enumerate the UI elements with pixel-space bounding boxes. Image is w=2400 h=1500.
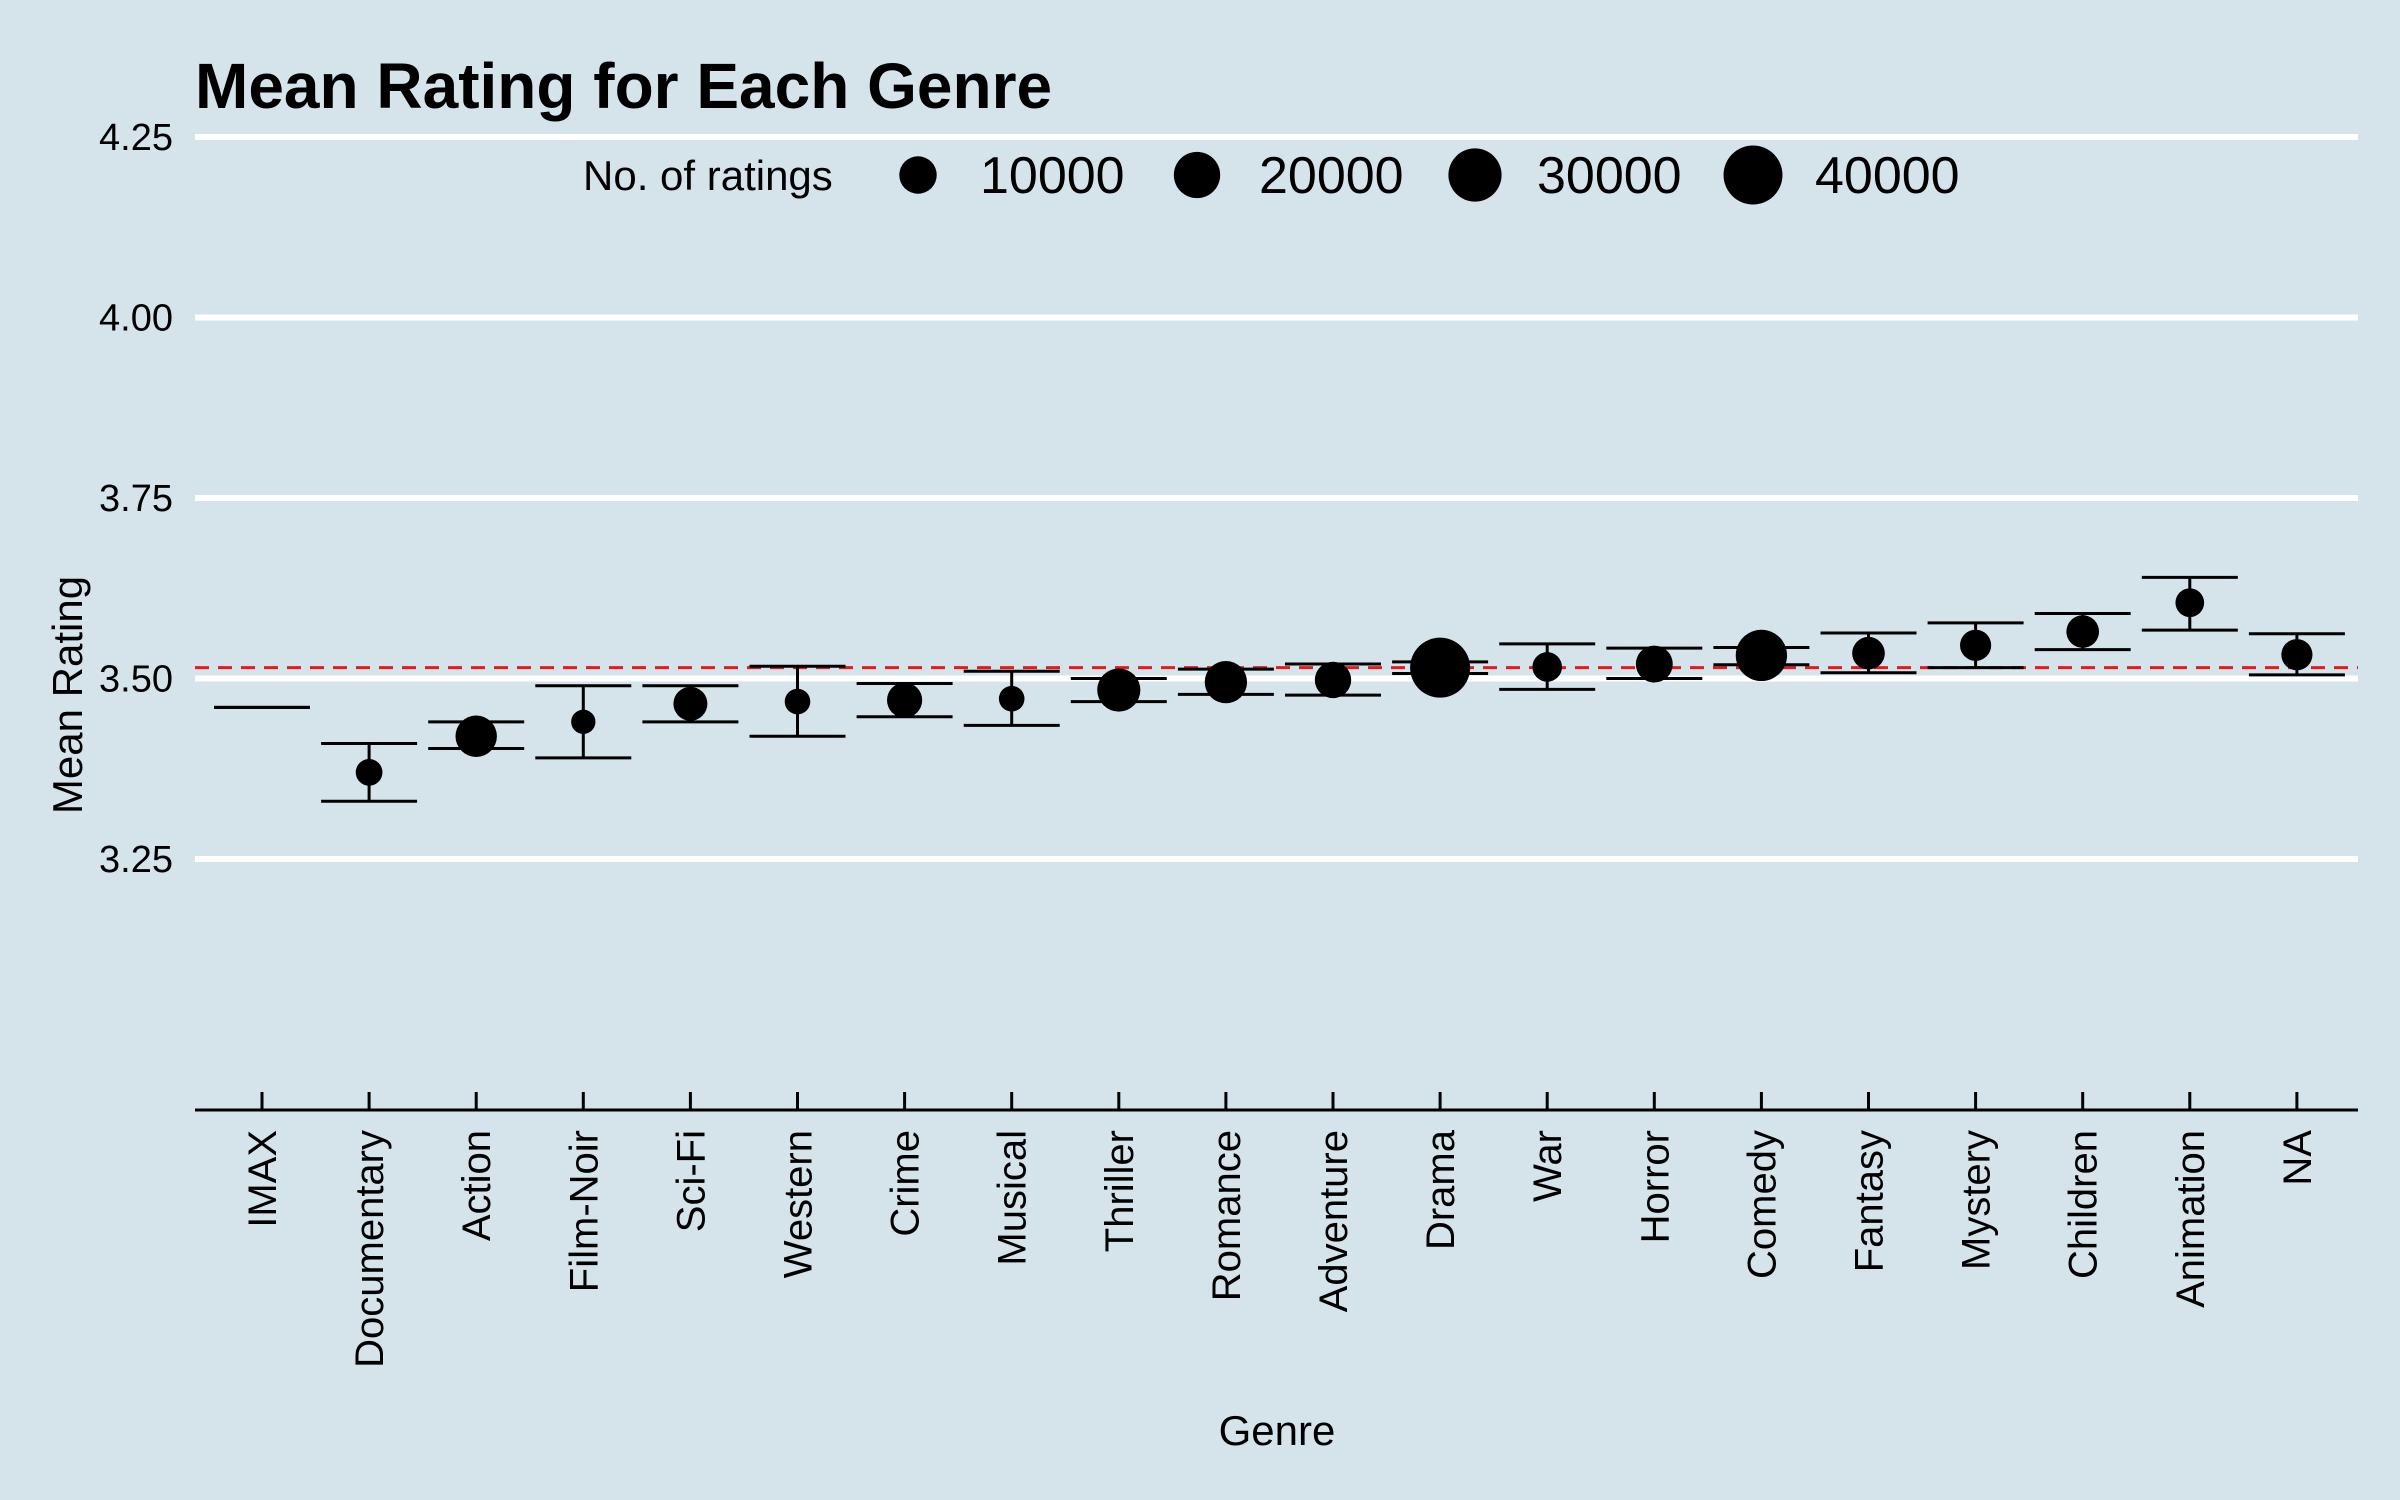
data-point-group bbox=[1820, 631, 1917, 675]
data-point-group bbox=[1070, 668, 1167, 712]
data-point-group bbox=[963, 669, 1060, 727]
y-tick-label: 3.50 bbox=[99, 659, 173, 701]
data-point bbox=[1532, 652, 1562, 682]
x-axis: IMAX Documentary Action Film-Noir Sci-Fi West… bbox=[195, 1092, 2358, 1368]
legend-entry-label: 40000 bbox=[1815, 147, 1960, 205]
data-point bbox=[571, 709, 596, 734]
y-axis-label: Mean Rating bbox=[44, 576, 91, 814]
x-tick-label: Action bbox=[455, 1130, 499, 1241]
x-tick-label: NA bbox=[2276, 1130, 2320, 1186]
data-point bbox=[1735, 629, 1788, 682]
data-point bbox=[1097, 668, 1141, 712]
x-tick-label: Adventure bbox=[1312, 1130, 1356, 1312]
y-tick-label: 4.00 bbox=[99, 298, 173, 340]
data-point-group bbox=[428, 715, 525, 757]
data-point-group bbox=[749, 664, 846, 738]
data-point-group bbox=[1606, 645, 1703, 683]
data-point-group bbox=[2141, 575, 2238, 632]
data-point bbox=[2281, 639, 2313, 671]
x-tick-label: Film-Noir bbox=[562, 1130, 606, 1292]
data-point bbox=[673, 686, 708, 721]
y-axis-ticks: 3.25 3.50 3.75 4.00 4.25 bbox=[99, 117, 173, 881]
data-point-group bbox=[642, 684, 739, 724]
data-point-group bbox=[1713, 629, 1810, 682]
data-point bbox=[1410, 637, 1471, 698]
x-tick-label: Crime bbox=[884, 1130, 928, 1237]
data-point bbox=[998, 685, 1025, 712]
x-tick-label: Fantasy bbox=[1848, 1130, 1892, 1272]
legend-key bbox=[899, 156, 937, 194]
data-point-group bbox=[1285, 661, 1381, 699]
data-point-group bbox=[535, 684, 632, 760]
gridlines bbox=[195, 134, 2358, 862]
data-point bbox=[1635, 645, 1673, 683]
chart-title: Mean Rating for Each Genre bbox=[195, 50, 1052, 122]
data-marks bbox=[214, 575, 2345, 803]
data-point-group bbox=[1927, 621, 2024, 670]
data-point bbox=[455, 715, 497, 757]
x-tick-label: Sci-Fi bbox=[669, 1130, 713, 1232]
data-point bbox=[2175, 588, 2205, 618]
x-tick-label: IMAX bbox=[241, 1130, 285, 1228]
x-axis-label: Genre bbox=[1219, 1407, 1336, 1454]
x-tick-label: Thriller bbox=[1098, 1130, 1142, 1252]
data-point-group bbox=[2248, 632, 2345, 677]
data-point-group bbox=[1177, 660, 1274, 704]
legend-key bbox=[1173, 151, 1221, 199]
data-point bbox=[1852, 636, 1885, 670]
data-point bbox=[1204, 660, 1248, 704]
x-tick-label: Horror bbox=[1633, 1130, 1677, 1243]
x-tick-label: Romance bbox=[1205, 1130, 1249, 1301]
x-tick-label: War bbox=[1526, 1130, 1570, 1202]
data-point-group bbox=[2034, 612, 2131, 652]
legend-key bbox=[1723, 145, 1783, 205]
x-tick-label: Comedy bbox=[1740, 1130, 1784, 1279]
data-point-group bbox=[1392, 637, 1489, 698]
data-point-group bbox=[856, 682, 953, 719]
y-tick-label: 3.25 bbox=[99, 839, 173, 881]
data-point bbox=[1314, 661, 1352, 699]
legend-entry-label: 20000 bbox=[1259, 147, 1404, 205]
y-tick-label: 4.25 bbox=[99, 117, 173, 159]
data-point-group bbox=[321, 741, 418, 803]
y-tick-label: 3.75 bbox=[99, 478, 173, 520]
x-tick-label: Children bbox=[2062, 1130, 2106, 1279]
data-point bbox=[1960, 629, 1992, 661]
x-tick-label: Documentary bbox=[348, 1130, 392, 1368]
data-point bbox=[886, 682, 923, 718]
data-point bbox=[784, 688, 811, 715]
legend-key bbox=[1448, 148, 1502, 202]
legend: No. of ratings 10000 20000 30000 40000 bbox=[583, 145, 1960, 205]
data-point-group bbox=[1499, 642, 1596, 691]
x-tick-label: Animation bbox=[2169, 1130, 2213, 1308]
legend-entry-label: 10000 bbox=[980, 147, 1125, 205]
x-tick-label: Drama bbox=[1419, 1129, 1463, 1250]
legend-entry-label: 30000 bbox=[1537, 147, 1682, 205]
x-tick-label: Musical bbox=[991, 1130, 1035, 1266]
data-point bbox=[2066, 615, 2100, 648]
legend-title: No. of ratings bbox=[583, 152, 833, 199]
x-tick-label: Mystery bbox=[1955, 1130, 1999, 1270]
x-tick-label: Western bbox=[777, 1130, 821, 1278]
data-point bbox=[355, 758, 383, 786]
